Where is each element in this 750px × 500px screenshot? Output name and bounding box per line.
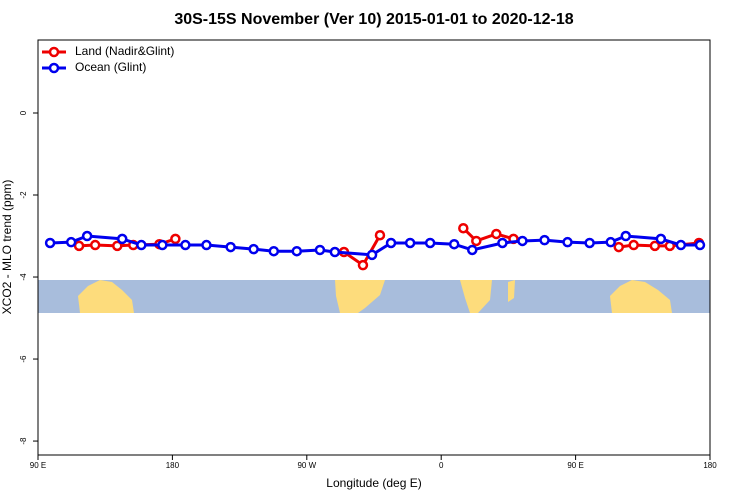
point (366, 249, 378, 261)
point (628, 239, 639, 251)
point (605, 236, 616, 248)
point (89, 239, 101, 251)
x-tick-label: 0 (439, 461, 444, 470)
x-tick-label: 90 E (567, 461, 583, 470)
point (329, 246, 341, 258)
legend-marker (48, 62, 60, 74)
point (620, 230, 632, 242)
point (655, 233, 667, 245)
point (201, 239, 212, 251)
point (649, 240, 661, 252)
point (116, 233, 128, 245)
point (180, 239, 191, 251)
point (374, 229, 386, 241)
point (112, 240, 123, 252)
point (44, 237, 56, 249)
legend-label: Ocean (Glint) (75, 60, 146, 74)
point (467, 244, 478, 256)
point (136, 239, 147, 251)
point (81, 230, 93, 242)
point (613, 241, 625, 253)
point (157, 239, 168, 251)
point (694, 239, 706, 251)
y-tick-label: -4 (19, 273, 28, 281)
point (448, 238, 460, 250)
map-strip (38, 280, 710, 313)
point (517, 235, 528, 247)
legend-marker (48, 46, 60, 58)
point (357, 259, 369, 271)
point (584, 237, 595, 249)
point (268, 245, 280, 257)
chart-title: 30S-15S November (Ver 10) 2015-01-01 to … (174, 11, 573, 28)
point (471, 235, 482, 247)
point (562, 236, 573, 248)
point (491, 228, 502, 240)
point (458, 222, 469, 234)
x-tick-label: 90 W (297, 461, 316, 470)
point (225, 241, 236, 253)
point (404, 237, 416, 249)
point (248, 243, 259, 255)
point (539, 234, 550, 246)
y-tick-label: -6 (19, 355, 28, 363)
x-tick-label: 90 E (30, 461, 46, 470)
point (65, 236, 77, 248)
point (497, 237, 508, 249)
y-axis-label: XCO2 - MLO trend (ppm) (0, 180, 14, 315)
legend-label: Land (Nadir&Glint) (75, 44, 174, 58)
point (385, 237, 397, 249)
point (291, 245, 303, 257)
x-tick-label: 180 (703, 461, 717, 470)
x-tick-label: 180 (166, 461, 180, 470)
x-axis-label: Longitude (deg E) (326, 476, 421, 490)
point (424, 237, 436, 249)
point (314, 244, 326, 256)
point (675, 239, 687, 251)
y-tick-label: -2 (19, 191, 28, 199)
y-tick-label: -8 (19, 437, 28, 445)
plot-frame (37, 39, 711, 456)
y-tick-label: 0 (19, 110, 28, 115)
point (170, 233, 181, 245)
point (73, 240, 85, 252)
